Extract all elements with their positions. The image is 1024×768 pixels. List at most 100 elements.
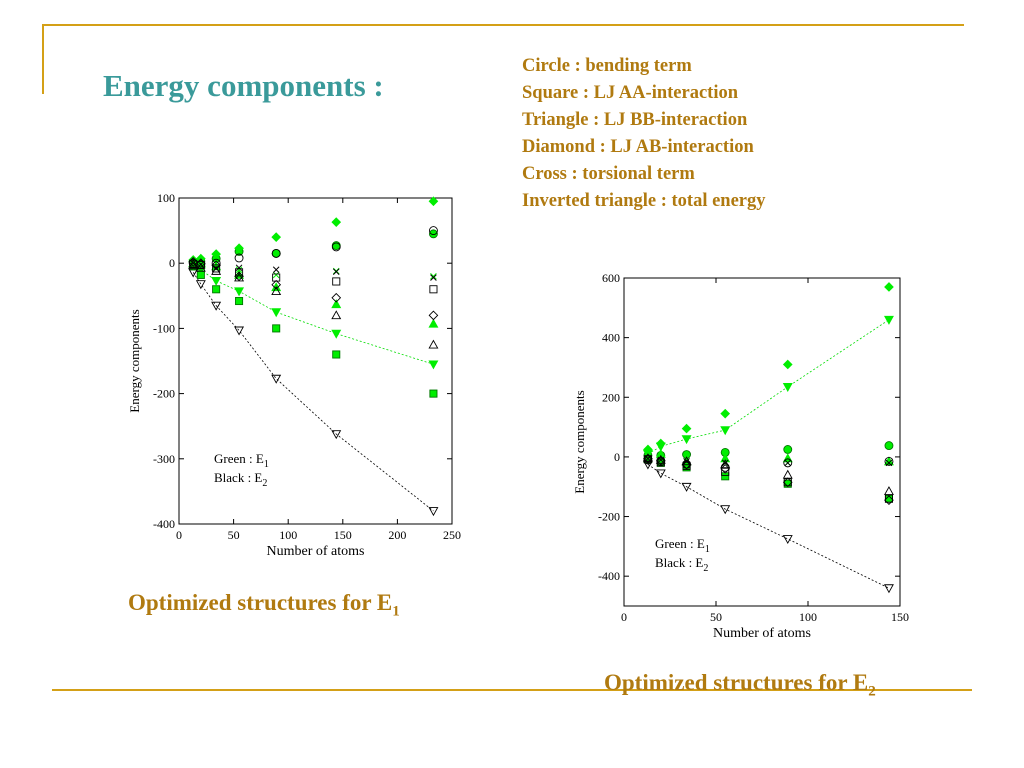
green-invtriangle-marker <box>331 329 342 339</box>
cross-stroke <box>430 274 437 281</box>
caption-subscript: 2 <box>868 683 876 700</box>
black-cross-marker <box>197 261 205 268</box>
legend-key-line: Inverted triangle : total energy <box>522 191 766 211</box>
black-square-marker <box>212 264 221 273</box>
cross-stroke <box>235 264 243 272</box>
black-cross-marker <box>235 264 243 272</box>
x-tick-label: 200 <box>388 528 406 542</box>
black-circle-marker <box>331 242 341 252</box>
black-diamond-marker <box>211 260 221 270</box>
black-invtriangle-marker <box>720 505 731 515</box>
caption-text: Optimized structures for E <box>128 590 393 615</box>
y-tick-label: 0 <box>169 256 175 270</box>
green-triangle-marker <box>428 318 439 328</box>
green-triangle-marker <box>782 453 793 463</box>
black-square-marker <box>721 467 730 476</box>
annotation-text: Black : E <box>655 555 703 570</box>
green-diamond-marker <box>782 359 793 370</box>
black-cross-marker <box>332 268 340 275</box>
bottom-rule <box>52 689 972 691</box>
slide-title: Energy components : <box>103 68 384 103</box>
black-diamond-marker <box>884 495 894 505</box>
x-tick-label: 100 <box>279 528 297 542</box>
green-invtriangle-marker <box>655 442 666 452</box>
green-invtriangle-marker <box>782 383 793 392</box>
plot-frame <box>623 277 901 607</box>
legend-key-line: Circle : bending term <box>522 56 692 76</box>
green-diamond-marker <box>271 232 282 242</box>
black-circle-marker <box>783 458 793 468</box>
cross-stroke <box>644 455 652 462</box>
green-square-marker <box>212 285 221 294</box>
green-invtriangle-marker <box>681 435 692 445</box>
green-invtriangle-marker <box>234 287 245 297</box>
y-axis-label: Energy components <box>572 390 587 493</box>
black-square-marker <box>682 461 691 470</box>
x-tick-label: 150 <box>891 610 909 624</box>
cross-stroke <box>272 266 280 274</box>
y-tick-label: -400 <box>153 517 175 531</box>
black-cross-marker <box>784 459 792 467</box>
black-diamond-marker <box>681 459 692 470</box>
black-circle-marker <box>271 248 281 258</box>
black-triangle-marker <box>642 453 653 463</box>
green-diamond-marker <box>211 249 221 259</box>
green-invtriangle-marker <box>720 426 731 436</box>
x-tick-label: 250 <box>443 528 461 542</box>
annotation-label: Black : E2 <box>655 555 708 574</box>
cross-stroke <box>885 459 893 467</box>
annotation-label: Green : E1 <box>214 451 269 470</box>
black-invtriangle-marker <box>188 268 199 278</box>
cross-stroke <box>212 265 220 272</box>
cross-stroke <box>272 271 280 279</box>
annotation-text: Green : E <box>655 536 705 551</box>
black-diamond-marker <box>655 455 666 466</box>
black-invtriangle-marker <box>681 482 692 492</box>
green-triangle-marker <box>720 453 731 463</box>
black-diamond-marker <box>271 279 282 290</box>
caption-subscript: 1 <box>392 603 400 620</box>
legend-key-line: Diamond : LJ AB-interaction <box>522 137 754 157</box>
legend-key-line: Square : LJ AA-interaction <box>522 83 739 103</box>
legend-key-line: Triangle : LJ BB-interaction <box>522 110 748 130</box>
black-invtriangle-marker <box>195 280 206 290</box>
green-diamond-marker <box>884 282 894 292</box>
green-cross-marker <box>430 272 437 280</box>
y-tick-label: -200 <box>153 387 175 401</box>
black-invtriangle-marker <box>782 535 793 545</box>
chart-e2: 0 50 100 150 -400 -200 0 200 400 600 Number of ato… <box>572 271 909 641</box>
black-diamond-marker <box>428 310 439 321</box>
y-tick-label: -300 <box>153 452 175 466</box>
black-cross-marker <box>721 459 729 467</box>
black-diamond-marker <box>643 453 653 464</box>
black-triangle-marker <box>782 469 793 479</box>
y-tick-label: 400 <box>602 331 620 345</box>
caption-text: Optimized structures for E <box>604 670 869 695</box>
marker-legend-key: Circle : bending term Square : LJ AA-int… <box>522 53 766 215</box>
black-cross-marker <box>644 455 652 462</box>
green-circle-marker <box>884 441 894 451</box>
green-circle-marker <box>428 229 438 239</box>
x-axis-label: Number of atoms <box>267 544 365 559</box>
green-total-energy-line <box>192 264 434 365</box>
black-square-marker <box>235 268 244 277</box>
black-square-marker <box>332 277 341 286</box>
black-diamond-marker <box>720 463 731 474</box>
black-total-energy-line <box>192 272 434 512</box>
x-tick-label: 150 <box>334 528 352 542</box>
black-cross-marker <box>885 459 893 467</box>
cross-stroke <box>197 261 205 268</box>
annotation-label: Green : E1 <box>655 536 710 555</box>
black-invtriangle-marker <box>883 584 894 594</box>
green-diamond-marker <box>720 408 731 419</box>
green-diamond-marker <box>428 196 439 207</box>
green-total-energy-line <box>647 319 890 455</box>
chart-e1: 0 50 100 150 200 250 -400 -300 -200 -100 0 100 Numbe… <box>127 191 461 559</box>
black-triangle-marker <box>331 310 342 320</box>
black-triangle-marker <box>195 262 206 272</box>
left-rule <box>42 24 44 94</box>
black-diamond-marker <box>234 271 244 282</box>
green-triangle-marker <box>331 299 342 309</box>
black-invtriangle-marker <box>655 469 666 479</box>
green-invtriangle-marker <box>211 276 222 286</box>
